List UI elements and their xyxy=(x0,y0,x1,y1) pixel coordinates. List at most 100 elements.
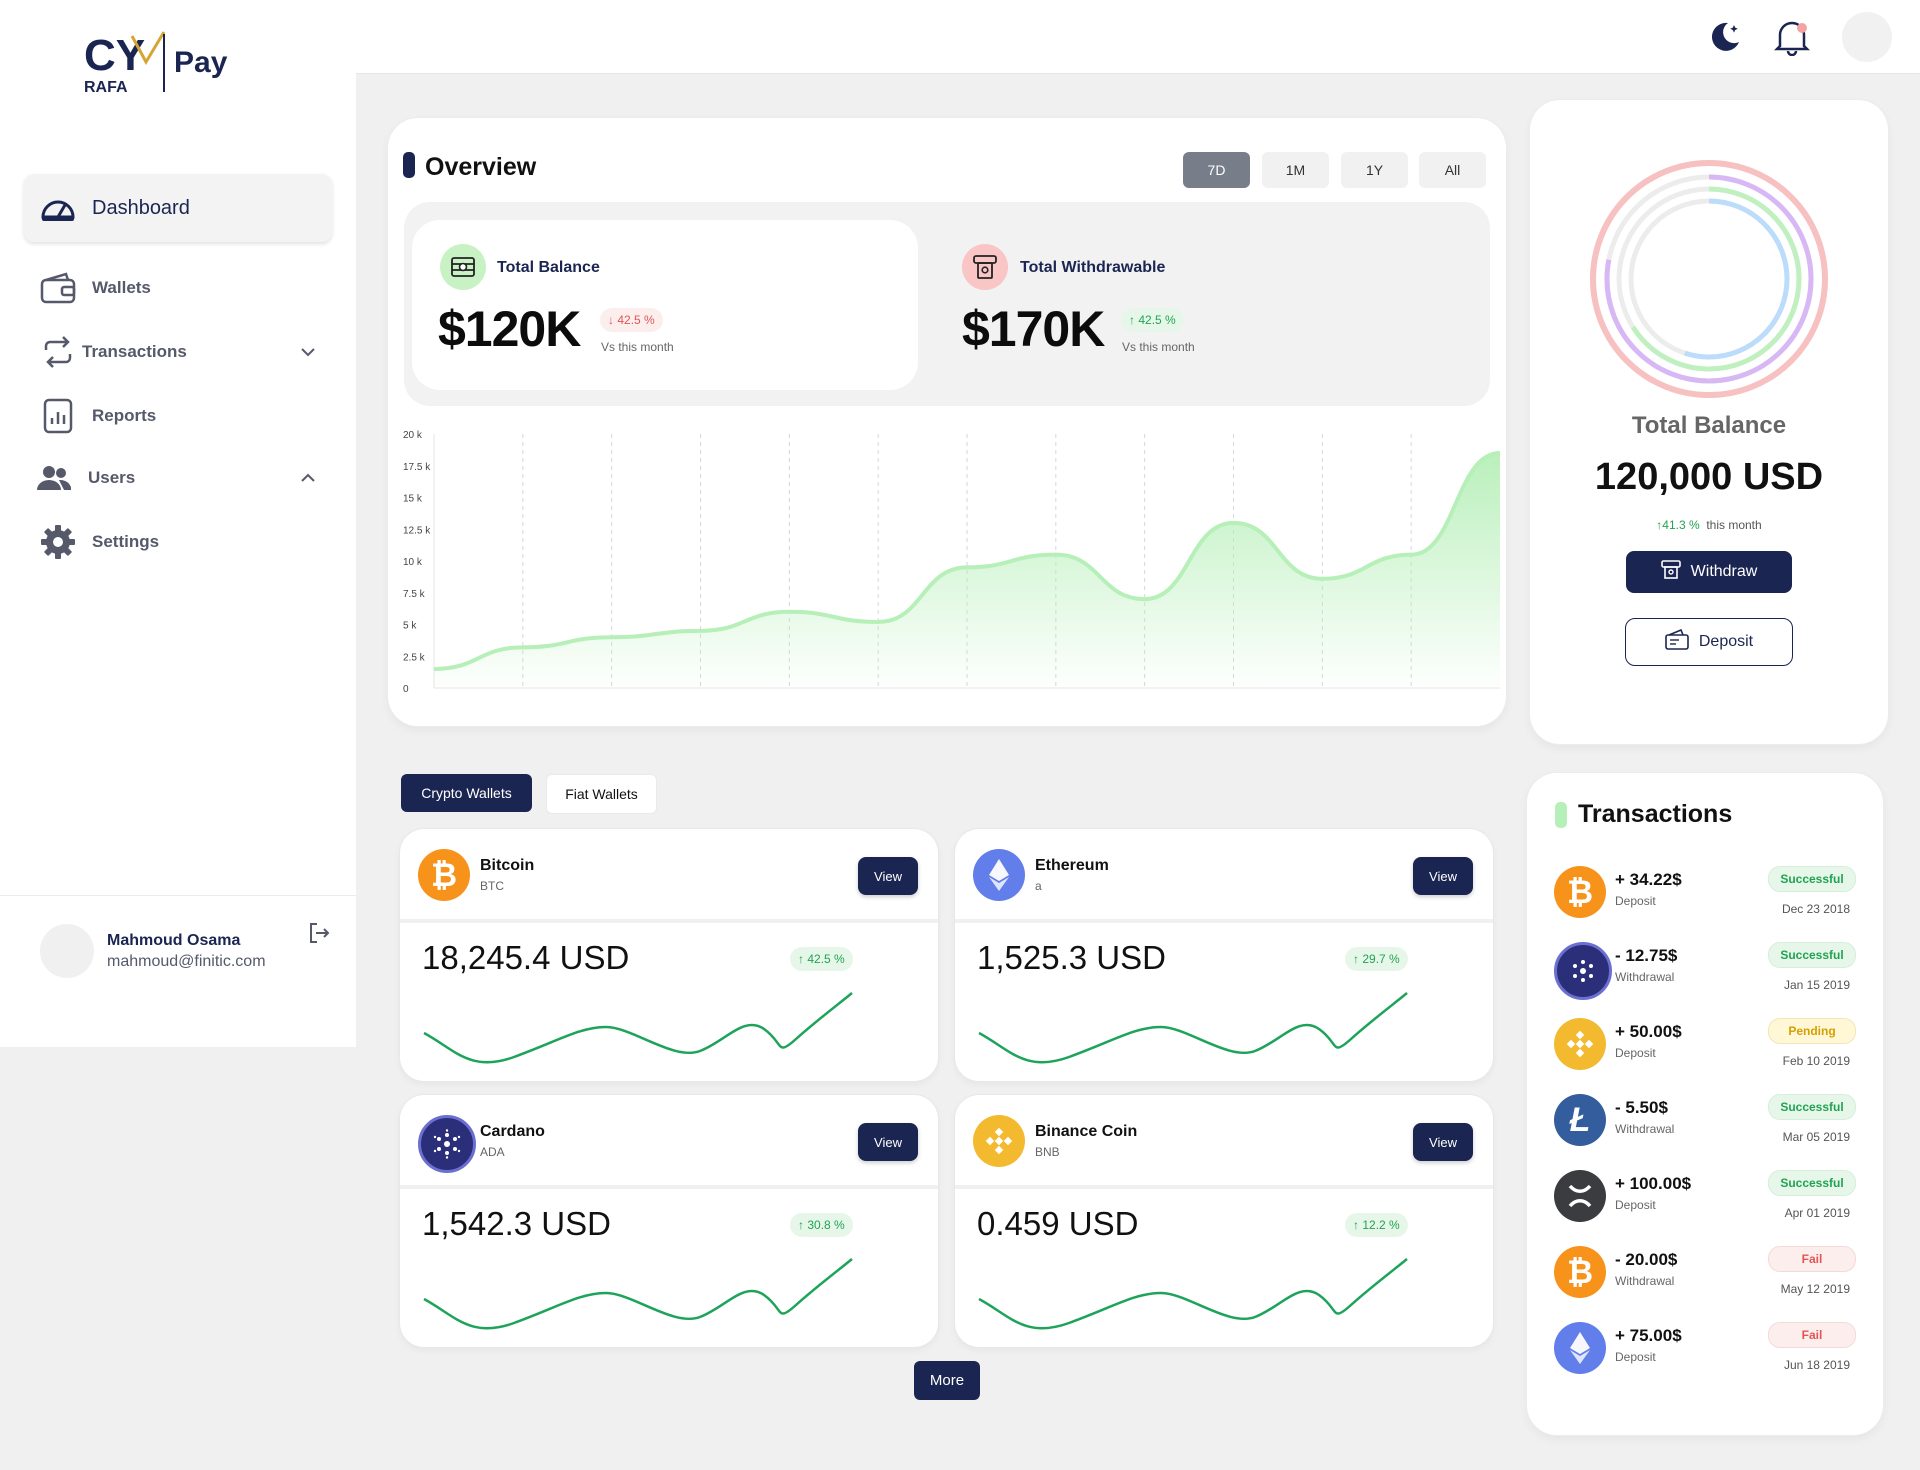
transaction-date: Feb 10 2019 xyxy=(1782,1054,1850,1068)
user-name: Mahmoud Osama xyxy=(107,932,241,949)
change-badge: ↑ 42.5 % xyxy=(1121,308,1184,332)
transaction-row[interactable]: ₿ - 20.00$ Withdrawal Fail May 12 2019 xyxy=(1554,1240,1866,1302)
cardano-icon xyxy=(418,1115,476,1173)
wallet-symbol: a xyxy=(1035,879,1042,893)
arrow-down-icon: ↓ xyxy=(608,313,618,327)
wallet-symbol: BTC xyxy=(480,879,504,893)
tab-fiat-wallets[interactable]: Fiat Wallets xyxy=(546,774,657,814)
chevron-down-icon[interactable] xyxy=(300,342,316,362)
transaction-type: Withdrawal xyxy=(1615,970,1675,984)
gear-icon xyxy=(38,522,78,562)
user-email: mahmoud@finitic.com xyxy=(107,953,266,970)
wallet-value: 18,245.4 USD xyxy=(422,939,630,976)
cardano-icon xyxy=(1554,942,1612,1000)
arrow-up-icon: ↑ xyxy=(1353,952,1363,966)
heading-accent xyxy=(403,152,415,178)
wallet-sparkline xyxy=(978,1258,1408,1330)
sidebar-item-label: Transactions xyxy=(82,342,187,361)
ring-arc xyxy=(1604,174,1814,384)
bitcoin-icon: ₿ xyxy=(418,849,470,901)
y-tick-label: 17.5 k xyxy=(403,462,431,473)
avatar[interactable] xyxy=(1842,12,1892,62)
transaction-date: Jan 15 2019 xyxy=(1783,978,1850,992)
y-tick-label: 5 k xyxy=(403,621,417,632)
range-1m-button[interactable]: 1M xyxy=(1262,152,1329,188)
cyrafa-pay-logo[interactable]: CY RAFA Pay xyxy=(84,26,244,98)
transaction-amount: - 5.50$ xyxy=(1615,1098,1668,1117)
overview-title: Overview xyxy=(425,153,537,181)
wallet-name: Bitcoin xyxy=(480,857,535,874)
transaction-type: Withdrawal xyxy=(1615,1122,1675,1136)
moon-icon[interactable] xyxy=(1708,20,1742,59)
transaction-row[interactable]: Ł - 5.50$ Withdrawal Successful Mar 05 2… xyxy=(1554,1088,1866,1150)
range-1y-button[interactable]: 1Y xyxy=(1341,152,1408,188)
sidebar-item-users[interactable]: Users xyxy=(24,444,332,512)
balance-value: 120,000 USD xyxy=(1594,456,1824,498)
wallet-sparkline xyxy=(423,992,853,1064)
chart-area-fill xyxy=(434,453,1500,688)
transaction-type: Deposit xyxy=(1615,1046,1656,1060)
chevron-up-icon[interactable] xyxy=(300,468,316,488)
view-button[interactable]: View xyxy=(858,857,918,895)
tab-crypto-wallets[interactable]: Crypto Wallets xyxy=(401,774,532,812)
transaction-row[interactable]: + 75.00$ Deposit Fail Jun 18 2019 xyxy=(1554,1316,1866,1378)
balance-rings-chart xyxy=(1590,160,1828,398)
change-badge: ↑ 29.7 % xyxy=(1345,947,1408,971)
sidebar-item-settings[interactable]: Settings xyxy=(24,508,332,576)
wallet-value: 1,542.3 USD xyxy=(422,1205,611,1242)
transaction-amount: - 12.75$ xyxy=(1615,946,1678,965)
heading-accent xyxy=(1555,802,1567,828)
transaction-amount: + 50.00$ xyxy=(1615,1022,1682,1041)
change-note: Vs this month xyxy=(1122,340,1195,354)
divider xyxy=(400,919,938,923)
transaction-row[interactable]: + 50.00$ Deposit Pending Feb 10 2019 xyxy=(1554,1012,1866,1074)
transaction-amount: + 100.00$ xyxy=(1615,1174,1692,1193)
wallet-icon xyxy=(1665,628,1689,656)
sidebar-item-label: Reports xyxy=(92,406,157,425)
sidebar-item-label: Users xyxy=(88,468,136,487)
sidebar-item-dashboard[interactable]: Dashboard xyxy=(24,174,332,242)
wallet-sparkline xyxy=(978,992,1408,1064)
view-button[interactable]: View xyxy=(858,1123,918,1161)
view-button[interactable]: View xyxy=(1413,857,1473,895)
sidebar-item-label: Settings xyxy=(92,532,160,551)
range-7d-button[interactable]: 7D xyxy=(1183,152,1250,188)
atm-icon xyxy=(962,244,1008,290)
total-withdrawable-label: Total Withdrawable xyxy=(1020,259,1166,276)
withdraw-button[interactable]: Withdraw xyxy=(1626,551,1792,593)
deposit-button[interactable]: Deposit xyxy=(1625,618,1793,666)
arrow-up-icon: ↑ xyxy=(798,952,808,966)
transaction-date: Jun 18 2019 xyxy=(1783,1358,1850,1372)
total-balance-value: $120K xyxy=(438,301,581,357)
y-tick-label: 2.5 k xyxy=(403,652,426,663)
status-badge: Fail xyxy=(1768,1322,1856,1348)
ring-arc xyxy=(1616,186,1802,372)
change-badge: ↑ 12.2 % xyxy=(1345,1213,1408,1237)
change-badge: ↑ 30.8 % xyxy=(790,1213,853,1237)
wallet-value: 0.459 USD xyxy=(977,1205,1139,1242)
chart-series-line xyxy=(433,451,1501,671)
svg-text:Pay: Pay xyxy=(174,46,228,79)
avatar[interactable] xyxy=(40,924,94,978)
view-button[interactable]: View xyxy=(1413,1123,1473,1161)
xrp-icon xyxy=(1554,1170,1606,1222)
y-tick-label: 7.5 k xyxy=(403,589,426,600)
transaction-type: Deposit xyxy=(1615,894,1656,908)
wallet-card-cardano: Cardano ADA View 1,542.3 USD ↑ 30.8 % xyxy=(400,1095,938,1347)
sidebar-item-label: Dashboard xyxy=(92,196,190,219)
status-badge: Successful xyxy=(1768,1170,1856,1196)
transaction-row[interactable]: - 12.75$ Withdrawal Successful Jan 15 20… xyxy=(1554,936,1866,1000)
bell-icon[interactable] xyxy=(1773,18,1811,61)
sidebar-item-reports[interactable]: Reports xyxy=(24,382,332,450)
transaction-row[interactable]: ₿ + 34.22$ Deposit Successful Dec 23 201… xyxy=(1554,860,1866,922)
sidebar-item-wallets[interactable]: Wallets xyxy=(24,254,332,322)
report-icon xyxy=(38,396,78,436)
status-badge: Successful xyxy=(1768,1094,1856,1120)
arrow-up-icon: ↑ xyxy=(1353,1218,1363,1232)
change-badge: ↓ 42.5 % xyxy=(600,308,663,332)
more-button[interactable]: More xyxy=(914,1361,980,1400)
transaction-row[interactable]: + 100.00$ Deposit Successful Apr 01 2019 xyxy=(1554,1164,1866,1226)
range-all-button[interactable]: All xyxy=(1419,152,1486,188)
sidebar-item-transactions[interactable]: Transactions xyxy=(24,318,332,386)
logout-icon[interactable] xyxy=(308,922,332,949)
